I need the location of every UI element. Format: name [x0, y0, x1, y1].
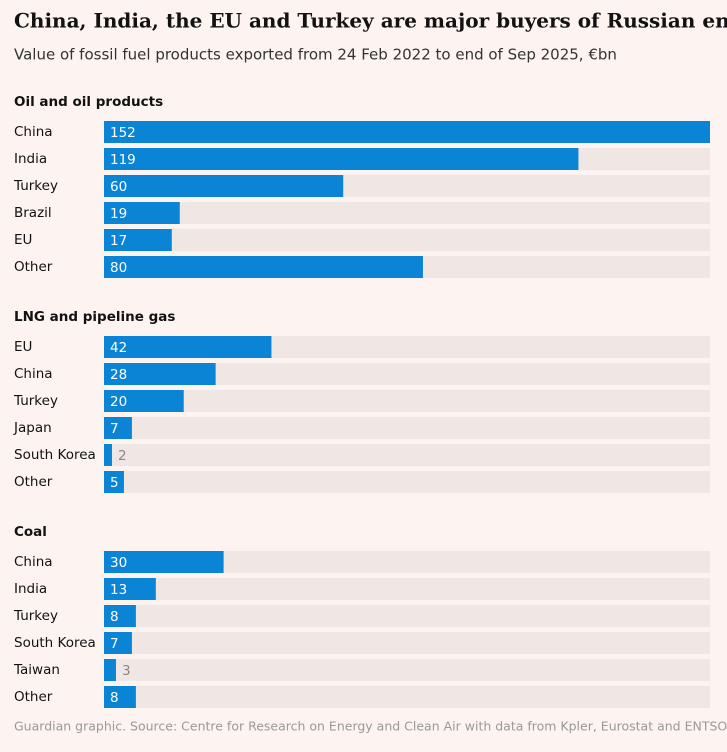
value-label: 8: [110, 609, 119, 625]
value-label: 8: [110, 690, 119, 706]
value-label: 19: [110, 206, 127, 222]
category-label: India: [14, 581, 47, 597]
bar: [104, 551, 224, 573]
category-label: India: [14, 151, 47, 167]
category-label: Turkey: [13, 178, 58, 194]
bar: [104, 229, 172, 251]
bar-track: [104, 363, 710, 385]
bar-track: [104, 605, 710, 627]
category-label: EU: [14, 232, 32, 248]
value-label: 3: [122, 663, 131, 679]
category-label: Taiwan: [13, 662, 60, 678]
bar-track: [104, 578, 710, 600]
section-title: Oil and oil products: [14, 94, 163, 110]
category-label: Other: [14, 689, 53, 705]
bar: [104, 659, 116, 681]
category-label: Other: [14, 259, 53, 275]
value-label: 20: [110, 394, 127, 410]
bar-track: [104, 471, 710, 493]
value-label: 2: [118, 448, 127, 464]
bar: [104, 175, 344, 197]
bar-track: [104, 659, 710, 681]
category-label: China: [14, 124, 53, 140]
value-label: 7: [110, 636, 119, 652]
bar: [104, 417, 132, 439]
value-label: 152: [110, 125, 136, 141]
value-label: 13: [110, 582, 127, 598]
bar-track: [104, 444, 710, 466]
category-label: EU: [14, 339, 32, 355]
value-label: 30: [110, 555, 127, 571]
category-label: Brazil: [14, 205, 52, 221]
bar: [104, 578, 156, 600]
bar: [104, 202, 180, 224]
chart-subtitle: Value of fossil fuel products exported f…: [14, 46, 617, 64]
bar: [104, 390, 184, 412]
bar: [104, 363, 216, 385]
bar: [104, 444, 112, 466]
bar-track: [104, 632, 710, 654]
value-label: 28: [110, 367, 127, 383]
bar-track: [104, 417, 710, 439]
category-label: South Korea: [14, 447, 96, 463]
chart-title: China, India, the EU and Turkey are majo…: [14, 9, 727, 33]
category-label: Japan: [13, 420, 52, 436]
value-label: 5: [110, 475, 119, 491]
category-label: South Korea: [14, 635, 96, 651]
section-title: LNG and pipeline gas: [14, 309, 175, 325]
bar-track: [104, 229, 710, 251]
value-label: 42: [110, 340, 127, 356]
bar-track: [104, 202, 710, 224]
category-label: Turkey: [13, 608, 58, 624]
bar: [104, 148, 579, 170]
bar-track: [104, 551, 710, 573]
bar: [104, 632, 132, 654]
value-label: 119: [110, 152, 136, 168]
value-label: 80: [110, 260, 127, 276]
bar: [104, 605, 136, 627]
value-label: 7: [110, 421, 119, 437]
category-label: Turkey: [13, 393, 58, 409]
category-label: Other: [14, 474, 53, 490]
value-label: 60: [110, 179, 127, 195]
bar-track: [104, 686, 710, 708]
bar: [104, 256, 423, 278]
bar-track: [104, 390, 710, 412]
bar: [104, 471, 124, 493]
section-title: Coal: [14, 524, 47, 540]
source: Guardian graphic. Source: Centre for Res…: [14, 719, 727, 734]
category-label: China: [14, 554, 53, 570]
bar: [104, 121, 710, 143]
value-label: 17: [110, 233, 127, 249]
category-label: China: [14, 366, 53, 382]
bar: [104, 686, 136, 708]
bar: [104, 336, 272, 358]
